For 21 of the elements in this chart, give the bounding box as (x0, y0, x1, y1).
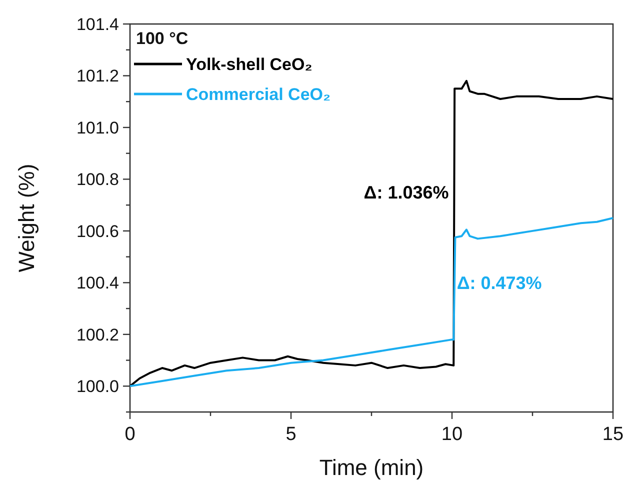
chart-title: 100 °C (136, 29, 188, 48)
y-tick-label: 101.2 (76, 66, 119, 86)
y-axis-title: Weight (%) (14, 164, 39, 272)
x-tick-label: 5 (286, 424, 296, 445)
y-tick-label: 101.0 (76, 118, 119, 138)
x-tick-label: 0 (124, 424, 136, 445)
line-series (129, 80, 614, 388)
x-tick-label: 10 (441, 424, 463, 445)
annotation: Δ: 1.036% (364, 182, 449, 202)
y-tick-label: 100.8 (76, 170, 119, 190)
legend-label: Commercial CeO₂ (186, 84, 331, 104)
y-tick-label: 100.0 (76, 377, 119, 396)
y-tick-label: 100.4 (76, 274, 119, 293)
legend-label: Yolk-shell CeO₂ (186, 54, 312, 74)
y-tick-label: 100.6 (76, 222, 119, 241)
x-tick-label: 15 (602, 424, 624, 445)
line-series (129, 217, 614, 388)
y-tick-label: 101.4 (76, 14, 119, 34)
y-tick-label: 100.2 (76, 325, 119, 344)
x-axis-title: Time (min) (319, 455, 424, 480)
annotation: Δ: 0.473% (456, 272, 542, 293)
